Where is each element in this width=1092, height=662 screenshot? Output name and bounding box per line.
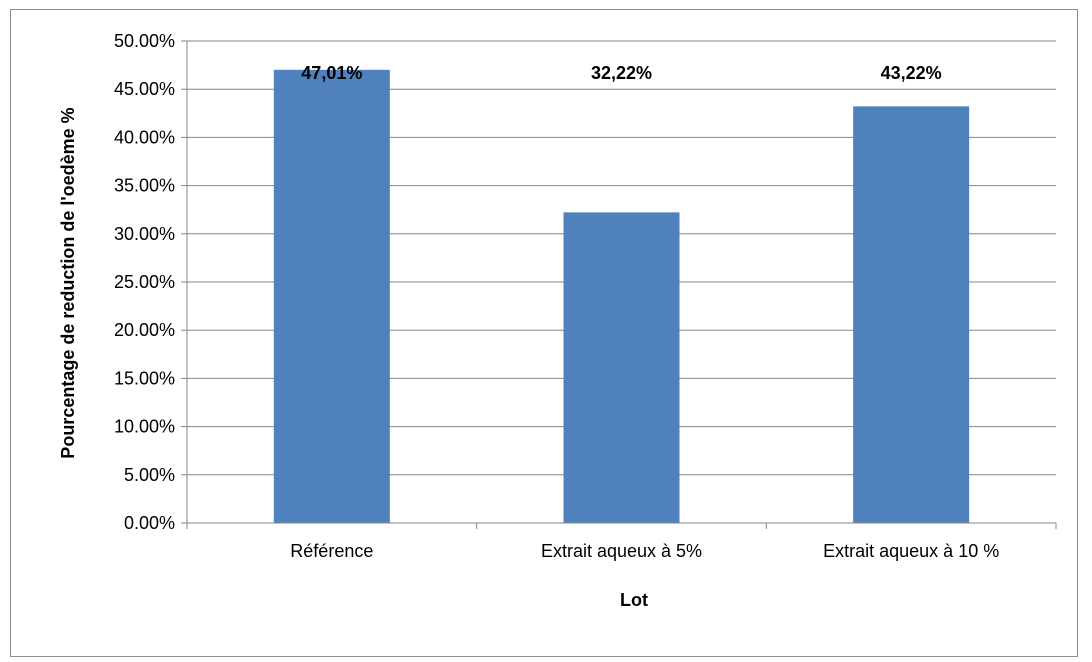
y-tick-label: 20.00% xyxy=(114,320,175,340)
x-tick-labels: Référence Extrait aqueux à 5% Extrait aque… xyxy=(290,541,999,561)
y-tick-label: 15.00% xyxy=(114,368,175,388)
x-tick-label: Extrait aqueux à 5% xyxy=(541,541,702,561)
y-tick-label: 35.00% xyxy=(114,176,175,196)
data-labels: 47,01% 32,22% 43,22% xyxy=(301,63,941,83)
y-tick-label: 25.00% xyxy=(114,272,175,292)
x-tick-label: Extrait aqueux à 10 % xyxy=(823,541,999,561)
bar xyxy=(563,212,680,523)
axes xyxy=(181,40,1057,529)
data-label: 47,01% xyxy=(301,63,362,83)
y-tick-label: 50.00% xyxy=(114,31,175,51)
data-label: 32,22% xyxy=(591,63,652,83)
y-tick-labels: 0.00% 5.00% 10.00% 15.00% 20.00% 25.00% 30.00%… xyxy=(114,31,175,533)
y-tick-label: 40.00% xyxy=(114,127,175,147)
bars xyxy=(273,69,970,524)
bar xyxy=(273,69,390,523)
data-label: 43,22% xyxy=(881,63,942,83)
y-tick-label: 45.00% xyxy=(114,79,175,99)
y-tick-label: 10.00% xyxy=(114,417,175,437)
x-tick-label: Référence xyxy=(290,541,373,561)
y-tick-label: 5.00% xyxy=(124,465,175,485)
x-axis-title: Lot xyxy=(620,590,648,610)
bar xyxy=(853,106,970,524)
y-tick-label: 30.00% xyxy=(114,224,175,244)
y-axis-title: Pourcentage de reduction de l'oedème % xyxy=(58,107,78,458)
y-tick-label: 0.00% xyxy=(124,513,175,533)
